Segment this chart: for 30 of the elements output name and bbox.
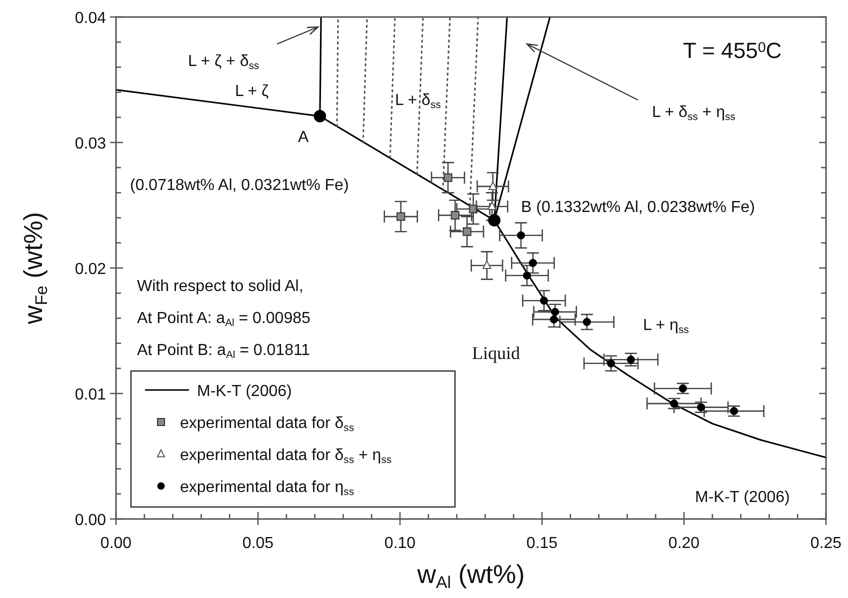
annotation: B (0.1332wt% Al, 0.0238wt% Fe) [521,199,755,216]
legend-label: experimental data for δ$_{ss}$ + η$_{ss}$ [180,447,392,466]
annotation: Liquid [472,343,520,363]
y-tick-label: 0.03 [74,136,106,152]
x-tick-label: 0.00 [100,535,132,552]
annotation: T = 455$^{0}$C [683,38,782,63]
legend-label: experimental data for δ$_{ss}$ [180,415,354,434]
annotation: L + ζ + δ$_{ss}$ [188,53,260,72]
annotation: (0.0718wt% Al, 0.0321wt% Fe) [130,177,349,194]
annotation: At Point A: a$_{Al}$ = 0.00985 [137,310,310,329]
x-tick-label: 0.05 [242,535,274,552]
y-tick-label: 0.02 [74,261,106,278]
annotation: At Point B: a$_{Al}$ = 0.01811 [137,342,310,361]
annotation: L + δ$_{ss}$ [395,92,441,111]
x-tick-label: 0.20 [668,535,700,552]
annotation: L + ζ [235,83,269,100]
y-tick-label: 0.04 [74,10,106,27]
annotation: A [298,129,309,146]
annotation: M-K-T (2006) [695,489,790,506]
x-tick-label: 0.25 [810,535,842,552]
x-tick-label: 0.10 [384,535,416,552]
annotation: L + η$_{ss}$ [643,317,689,336]
y-tick-label: 0.01 [74,386,106,404]
annotation: L + δ$_{ss}$ + η$_{ss}$ [652,104,736,123]
legend-label: M-K-T (2006) [197,383,292,400]
x-tick-label: 0.15 [526,535,558,552]
y-tick-label: 0.00 [74,512,106,529]
legend-label: experimental data for η$_{ss}$ [180,479,354,498]
annotation: With respect to solid Al, [137,278,304,295]
x-axis-title: w$_{Al}$ (wt%) [416,559,525,592]
